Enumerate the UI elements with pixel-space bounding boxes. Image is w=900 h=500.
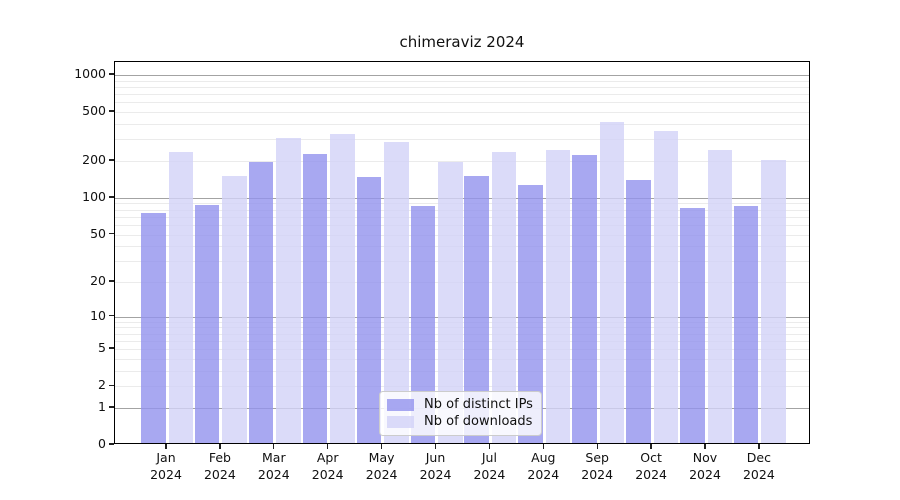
- gridline-200: [115, 161, 809, 162]
- y-tick-2: [109, 384, 114, 386]
- y-tick-200: [109, 159, 114, 161]
- bar-ips-may: [356, 177, 382, 443]
- bar-downloads-apr: [330, 133, 355, 443]
- x-tick-label-jul: Jul 2024: [473, 450, 506, 482]
- bar-ips-sep: [572, 155, 597, 443]
- bar-downloads-jan: [168, 152, 193, 443]
- x-tick-label-apr: Apr 2024: [311, 450, 344, 482]
- bar-downloads-mar: [276, 138, 301, 443]
- y-tick-label-5: 5: [98, 340, 106, 356]
- y-tick-20: [109, 280, 114, 282]
- bar-ips-apr: [302, 154, 328, 443]
- gridline-400: [115, 124, 809, 125]
- y-tick-label-2: 2: [98, 377, 106, 393]
- x-tick-label-dec: Dec 2024: [742, 450, 775, 482]
- bar-ips-jan: [141, 213, 166, 443]
- plot-area: Nb of distinct IPs Nb of downloads: [114, 61, 810, 444]
- x-tick-oct: [650, 444, 652, 449]
- bar-ips-nov: [680, 207, 705, 443]
- bar-downloads-oct: [653, 131, 679, 443]
- legend-label-downloads: Nb of downloads: [424, 414, 533, 429]
- gridline-300: [115, 139, 809, 141]
- gridline-800: [115, 87, 809, 88]
- bar-downloads-nov: [707, 150, 732, 443]
- y-tick-1: [109, 406, 114, 408]
- x-tick-label-mar: Mar 2024: [257, 450, 290, 482]
- legend-label-distinct-ips: Nb of distinct IPs: [424, 397, 533, 412]
- y-tick-label-100: 100: [82, 188, 106, 204]
- y-tick-100: [109, 196, 114, 198]
- bar-downloads-aug: [545, 149, 571, 443]
- gridline-1000: [115, 75, 809, 76]
- x-tick-label-nov: Nov 2024: [689, 450, 721, 482]
- x-tick-label-jan: Jan 2024: [150, 450, 182, 482]
- y-tick-label-200: 200: [82, 152, 106, 167]
- y-tick-label-1000: 1000: [74, 66, 106, 81]
- x-tick-apr: [327, 444, 329, 449]
- gridline-700: [115, 94, 809, 96]
- bar-downloads-sep: [599, 122, 625, 443]
- x-tick-label-jun: Jun 2024: [419, 450, 452, 482]
- y-tick-500: [109, 110, 114, 112]
- gridline-900: [115, 80, 809, 82]
- y-tick-label-10: 10: [90, 307, 106, 323]
- x-tick-label-aug: Aug 2024: [527, 450, 560, 482]
- x-tick-label-feb: Feb 2024: [203, 450, 236, 482]
- gridline-500: [115, 112, 809, 114]
- bar-ips-dec: [733, 206, 759, 443]
- y-tick-label-20: 20: [90, 273, 106, 288]
- x-tick-sep: [596, 444, 598, 449]
- x-tick-jul: [488, 444, 491, 449]
- bar-ips-feb: [194, 204, 220, 443]
- x-tick-label-sep: Sep 2024: [581, 450, 614, 482]
- y-tick-1000: [109, 73, 114, 75]
- x-tick-nov: [704, 444, 706, 449]
- x-tick-jun: [434, 444, 437, 449]
- x-tick-dec: [758, 444, 760, 449]
- y-tick-label-0: 0: [98, 436, 106, 451]
- x-tick-aug: [542, 444, 544, 449]
- gridline-600: [115, 102, 809, 104]
- legend: Nb of distinct IPs Nb of downloads: [379, 391, 542, 436]
- y-tick-label-1: 1: [98, 398, 106, 414]
- y-tick-10: [109, 314, 114, 317]
- y-tick-50: [109, 232, 114, 235]
- bar-downloads-feb: [222, 175, 247, 443]
- y-tick-5: [109, 347, 114, 349]
- legend-swatch-downloads: [387, 416, 414, 428]
- x-tick-label-may: May 2024: [365, 450, 398, 482]
- x-tick-label-oct: Oct 2024: [635, 450, 667, 482]
- y-tick-label-500: 500: [82, 103, 106, 119]
- bar-downloads-dec: [761, 159, 786, 443]
- bar-ips-mar: [248, 161, 274, 443]
- y-tick-label-50: 50: [90, 225, 106, 241]
- bar-ips-oct: [626, 179, 651, 443]
- y-tick-0: [109, 443, 114, 445]
- x-tick-jan: [165, 444, 167, 449]
- x-tick-mar: [273, 444, 275, 449]
- x-tick-may: [380, 444, 383, 449]
- legend-swatch-distinct-ips: [387, 399, 414, 411]
- chart-title: chimeraviz 2024: [399, 33, 525, 51]
- legend-entry-downloads: Nb of downloads: [387, 415, 534, 429]
- x-tick-feb: [219, 444, 221, 449]
- legend-entry-distinct-ips: Nb of distinct IPs: [387, 398, 534, 412]
